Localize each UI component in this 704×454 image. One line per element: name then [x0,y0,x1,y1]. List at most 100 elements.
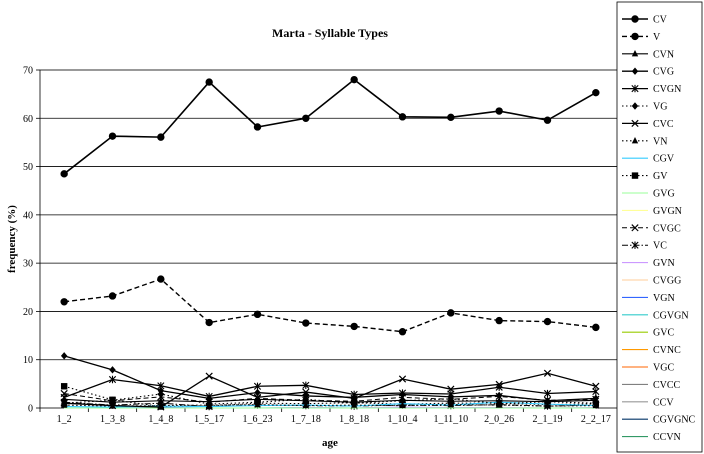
y-axis-label: frequency (%) [6,205,18,273]
legend-item-cvc: CVC [622,119,674,130]
data-point-v [543,317,552,326]
legend-item-cgvgn: CGVGN [622,310,689,321]
legend-label: VN [653,136,667,147]
data-point-v [447,309,455,317]
legend-item-cvg: CVG [622,67,674,78]
data-point-cvc [592,382,600,390]
data-point-cvn [205,397,213,405]
legend-item-cv: CV [622,15,668,26]
data-point-cvg [157,386,165,395]
x-tick-label: 1_4_8 [148,414,173,425]
data-point-cvg [254,388,261,397]
legend-label: CV [653,15,668,26]
legend-item-v: V [622,32,661,43]
data-point-cvn [302,396,310,404]
data-point-cvg [495,391,503,400]
series-line-vn [64,404,596,407]
y-tick-label: 70 [23,66,33,77]
legend-item-vgc: VGC [622,363,674,374]
series-line-cv [63,78,597,175]
x-axis-ticks: 1_2 1_3_8 1_4_8 1_5_17 1_6_23 1_7_18 1_8_18 1_1… [39,408,621,425]
legend-label: V [653,32,661,43]
legend-item-cvn: CVN [622,49,674,60]
data-point-vn [399,401,406,409]
data-point-cvg [350,393,358,402]
legend-item-cvgg: CVGG [622,276,681,287]
legend-item-vg: VG [622,102,667,113]
series-line-vg [64,393,596,405]
series-line-cvgn [63,378,596,398]
legend-item-gvc: GVC [622,328,674,339]
data-point-cvgn [592,387,600,396]
x-tick-label: 2_0_26 [484,414,514,425]
y-tick-label: 60 [23,114,33,125]
data-point-cvc [205,372,213,380]
legend-item-vc: VC [622,241,667,252]
legend-label: GV [653,171,668,182]
legend-label: CVCC [653,380,681,391]
data-point-v [302,319,310,327]
legend-marker [631,50,639,57]
data-point-v [253,310,262,319]
legend-item-gvgn: GVGN [622,206,682,217]
data-point-cv [447,113,455,122]
data-point-cvgn [543,389,552,398]
data-point-cvc [302,388,310,396]
y-tick-label: 0 [28,404,33,415]
y-axis-ticks: 0 10 20 30 40 50 60 70 [23,66,40,415]
legend-item-gv: GV [622,171,668,182]
data-point-v [495,316,503,325]
legend-item-ccvn: CCVN [622,432,681,443]
series-line-cvgc [64,393,596,403]
legend-marker [631,32,639,41]
data-point-v [350,322,358,331]
legend-marker [631,224,639,232]
data-point-cvn [399,396,406,403]
x-tick-label: 1_8_18 [339,414,369,425]
data-point-cv [205,78,213,86]
legend-item-gvg: GVG [622,189,675,200]
series-line-cvc [64,372,597,408]
data-point-cvn [60,395,68,402]
x-tick-label: 1_10_4 [388,414,418,425]
data-point-cv [543,116,552,124]
data-point-v [60,298,68,306]
data-point-cv [398,113,407,121]
legend-label: CVNC [653,345,681,356]
legend-marker [631,102,639,110]
legend-marker [631,67,639,75]
legend-label: CGVGNC [653,415,696,426]
data-point-cv [108,132,117,140]
data-point-v [108,292,117,300]
legend-marker [631,119,639,128]
x-tick-label: 1_11_10 [434,414,469,425]
legend-label: GVGN [653,206,682,217]
data-point-cv [253,123,262,131]
legend-item-cvgn: CVGN [622,84,681,95]
data-point-gv [60,383,68,390]
series-line-v [64,278,596,333]
series-line-gv [64,385,596,408]
data-point-cvn [109,398,116,405]
data-point-cvn [544,397,551,405]
x-tick-label: 1_7_18 [291,414,321,425]
legend-label: GVC [653,328,674,339]
legend-label: VGC [653,363,674,374]
legend-label: CGVGN [653,310,689,321]
y-tick-label: 40 [23,210,33,221]
data-point-cvg [60,352,68,360]
data-point-cvn [447,397,455,404]
legend-item-vgn: VGN [622,293,675,304]
data-point-v [398,328,407,336]
legend-label: CVGC [653,223,681,234]
legend-item-cgvgnc: CGVGNC [622,415,696,426]
data-point-vn [447,400,455,408]
data-point-cv [592,88,600,97]
data-point-cvg [447,393,455,401]
data-point-cvn [254,395,261,402]
data-point-cvgn [302,381,310,390]
data-point-cvn [350,398,358,405]
data-point-cvc [157,403,165,411]
